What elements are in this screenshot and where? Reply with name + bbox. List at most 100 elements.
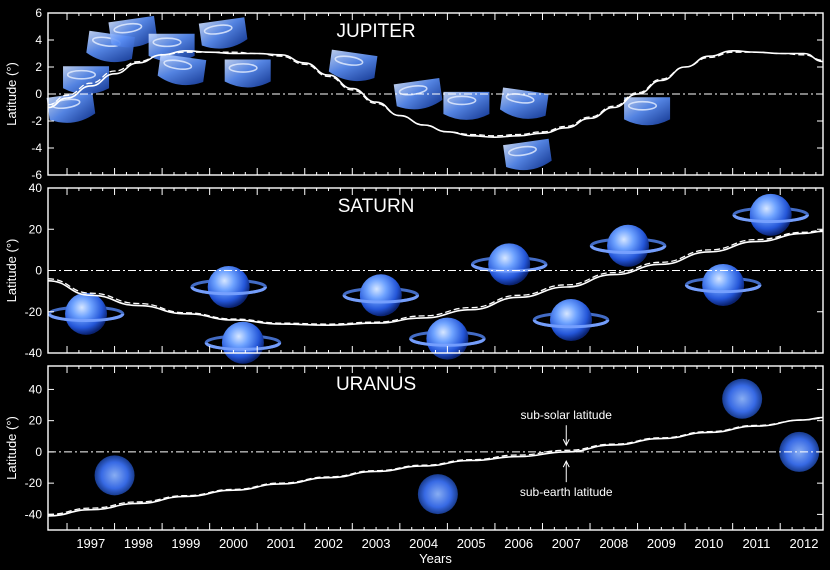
y-tick-label: 40 <box>29 181 43 195</box>
x-tick-label: 2008 <box>599 536 628 551</box>
saturn-globe <box>65 292 108 335</box>
y-tick-label: -20 <box>25 476 43 490</box>
jupiter-aurora <box>334 55 364 66</box>
jupiter-image <box>224 59 271 88</box>
y-tick-label: -6 <box>31 168 42 182</box>
jupiter-aurora <box>152 37 182 48</box>
y-axis-label: Latitude (°) <box>4 62 19 126</box>
uranus-image <box>779 431 820 472</box>
jupiter-image <box>443 91 490 120</box>
jupiter-aurora <box>66 69 97 80</box>
jupiter-aurora <box>203 24 233 35</box>
jupiter-image-body <box>224 59 271 88</box>
saturn-image <box>47 292 125 335</box>
saturn-globe <box>702 263 745 306</box>
jupiter-image <box>63 66 110 95</box>
jupiter-aurora <box>447 95 477 106</box>
saturn-globe <box>207 266 250 308</box>
saturn-image <box>409 317 486 360</box>
jupiter-image <box>198 17 248 49</box>
x-tick-label: 2004 <box>409 536 438 551</box>
saturn-image <box>190 266 267 308</box>
jupiter-image-body <box>393 78 443 110</box>
saturn-image <box>204 321 282 364</box>
jupiter-image <box>499 87 549 119</box>
x-tick-label: 1997 <box>76 536 105 551</box>
y-tick-label: 20 <box>29 222 43 236</box>
uranus-image <box>722 378 763 419</box>
jupiter-image <box>503 138 552 171</box>
saturn-globe <box>749 193 792 236</box>
x-tick-label: 2012 <box>790 536 819 551</box>
saturn-ring-front <box>589 245 667 254</box>
y-tick-label: -4 <box>31 141 42 155</box>
y-tick-label: -20 <box>25 305 43 319</box>
saturn-ring-front <box>470 263 548 273</box>
saturn-ring-front <box>190 286 267 296</box>
jupiter-aurora <box>113 22 143 34</box>
uranus-image <box>94 455 135 496</box>
saturn-image <box>470 243 548 286</box>
jupiter-aurora <box>163 59 193 70</box>
x-tick-label: 2000 <box>219 536 248 551</box>
x-axis-label: Years <box>419 551 452 565</box>
saturn-ring-front <box>532 319 610 329</box>
saturn-globe <box>607 224 650 267</box>
jupiter-image <box>624 97 671 126</box>
series-line-dashed <box>47 229 824 325</box>
panel-title: SATURN <box>338 196 415 217</box>
jupiter-image-body <box>157 53 207 86</box>
saturn-globe <box>359 274 402 317</box>
x-tick-label: 2006 <box>504 536 533 551</box>
y-tick-label: 40 <box>29 382 43 396</box>
chart-lines <box>47 49 824 517</box>
x-tick-label: 2010 <box>694 536 723 551</box>
annotation-arrowhead <box>562 438 570 447</box>
x-tick-label: 1999 <box>171 536 200 551</box>
annotation-arrowhead <box>562 460 570 468</box>
jupiter-aurora <box>507 145 537 157</box>
annotation-label: sub-earth latitude <box>520 485 613 499</box>
saturn-globe <box>550 299 593 341</box>
y-tick-label: 4 <box>35 33 42 47</box>
jupiter-image-body <box>499 87 549 119</box>
jupiter-aurora <box>505 93 535 104</box>
panel-title: JUPITER <box>336 21 415 42</box>
x-tick-label: 2011 <box>742 536 770 551</box>
series-line-dashed <box>47 51 824 137</box>
jupiter-image-body <box>198 17 248 49</box>
saturn-globe <box>221 321 264 364</box>
annotation-label: sub-solar latitude <box>521 408 613 422</box>
planet-images <box>46 15 820 515</box>
y-axis-label: Latitude (°) <box>4 416 19 480</box>
y-tick-label: 20 <box>29 414 43 428</box>
jupiter-image <box>393 78 443 110</box>
saturn-ring-front <box>47 313 125 323</box>
saturn-ring-front <box>342 294 420 304</box>
y-tick-label: -40 <box>25 507 43 521</box>
saturn-ring-front <box>732 214 809 224</box>
x-tick-label: 2003 <box>362 536 391 551</box>
saturn-ring-front <box>409 338 486 347</box>
y-tick-label: 0 <box>35 87 42 101</box>
saturn-ring-front <box>204 342 282 351</box>
panel-title: URANUS <box>336 374 416 395</box>
x-tick-label: 2001 <box>267 536 296 551</box>
x-tick-label: 1998 <box>124 536 153 551</box>
jupiter-aurora <box>398 84 428 96</box>
x-tick-label: 2007 <box>552 536 581 551</box>
y-tick-label: 2 <box>35 60 42 74</box>
saturn-globe <box>488 243 531 286</box>
jupiter-aurora <box>627 100 658 111</box>
y-tick-label: 0 <box>35 264 42 278</box>
series-line-solid <box>47 230 824 327</box>
chart-axes <box>47 12 824 531</box>
uranus-image <box>417 474 458 515</box>
y-tick-label: 0 <box>35 445 42 459</box>
y-tick-label: -2 <box>31 114 42 128</box>
saturn-image <box>589 224 667 267</box>
y-tick-label: 6 <box>35 6 42 20</box>
